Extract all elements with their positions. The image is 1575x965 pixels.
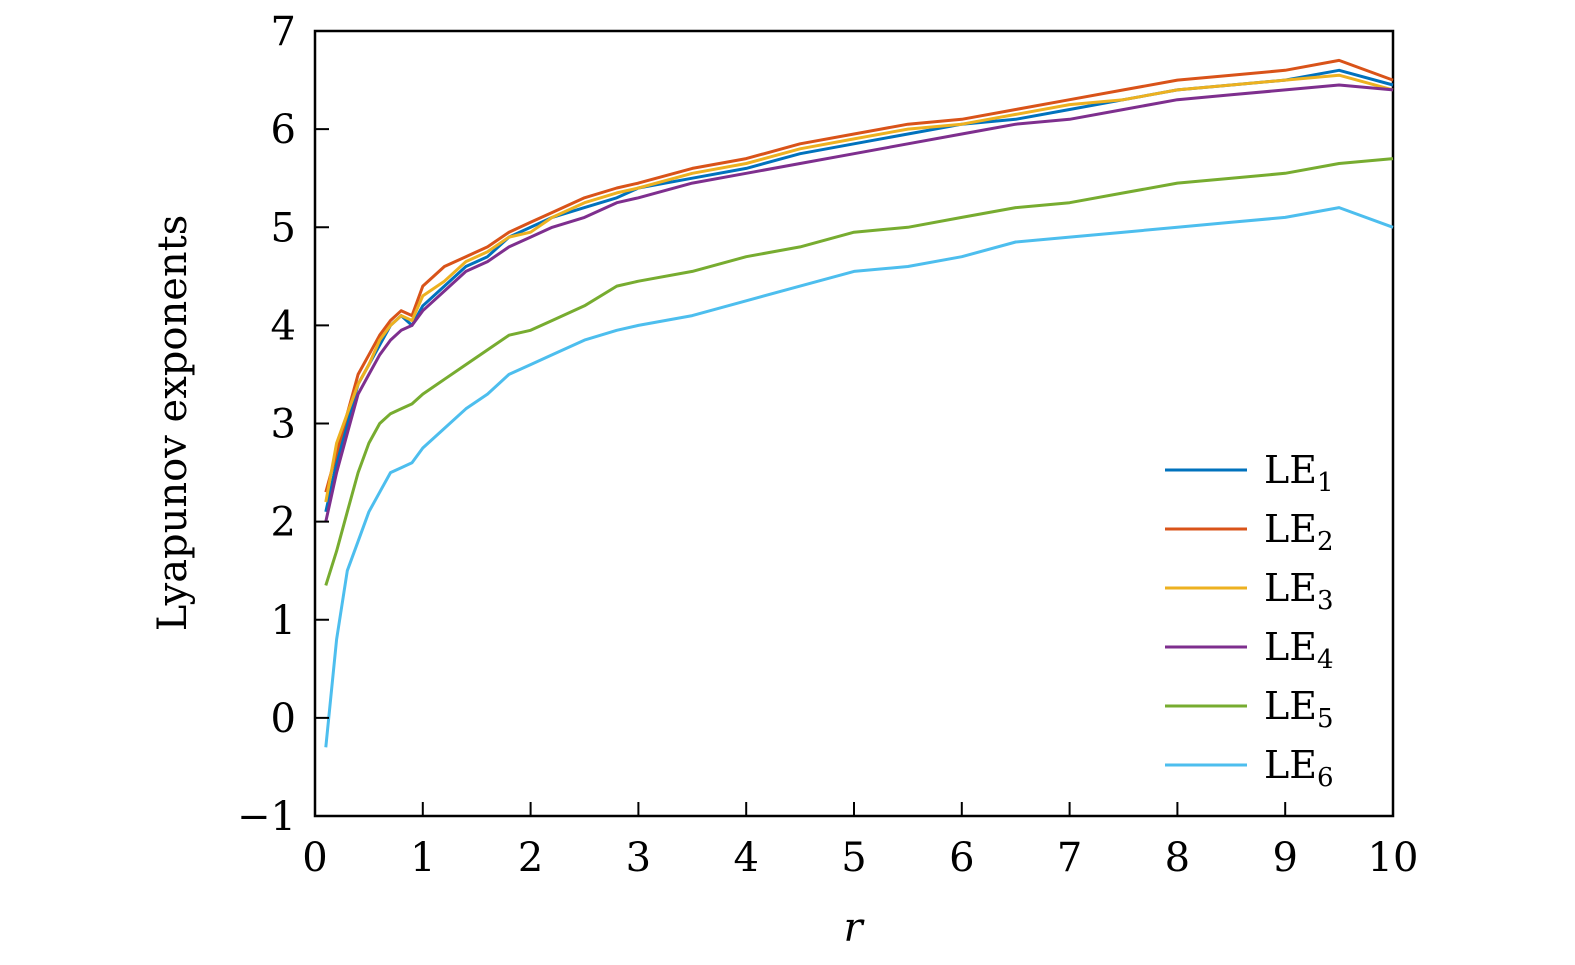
y-tick-label: 7 <box>271 9 296 55</box>
y-tick-label: 1 <box>271 598 296 644</box>
series-line-le1 <box>324 68 1394 513</box>
x-tick-label: 6 <box>949 835 974 881</box>
x-tick-label: 8 <box>1165 835 1190 881</box>
series-line-le4 <box>324 83 1394 522</box>
x-axis-label: r <box>843 905 865 951</box>
y-tick-label: 3 <box>271 402 296 448</box>
y-axis-label: Lyapunov exponents <box>150 215 196 632</box>
x-tick-label: 5 <box>841 835 866 881</box>
y-tick-label: 5 <box>271 205 296 251</box>
series-line-le6 <box>324 206 1394 748</box>
series-line-le2 <box>324 58 1394 493</box>
plot-area <box>313 29 1395 818</box>
x-tick-label: 3 <box>626 835 651 881</box>
legend-label-le5: LE5 <box>1264 684 1334 734</box>
x-tick-label: 10 <box>1368 835 1419 881</box>
y-tick-label: −1 <box>237 794 296 840</box>
legend-label-le1: LE1 <box>1264 448 1334 498</box>
x-tick-label: 9 <box>1272 835 1297 881</box>
legend-label-le3: LE3 <box>1264 566 1334 616</box>
legend-label-le4: LE4 <box>1264 625 1334 675</box>
series-layer <box>324 58 1394 748</box>
y-tick-label: 4 <box>271 303 296 349</box>
legend: LE1 LE2 LE3 LE4 LE5 LE6 <box>1165 448 1334 793</box>
legend-label-le6: LE6 <box>1264 743 1334 793</box>
series-line-le3 <box>324 73 1394 503</box>
y-tick-label: 0 <box>271 696 296 742</box>
x-tick-label: 2 <box>518 835 543 881</box>
x-tick-label: 1 <box>410 835 435 881</box>
y-tick-label: 2 <box>271 500 296 546</box>
plot-frame <box>313 29 1395 818</box>
legend-label-le2: LE2 <box>1264 507 1334 557</box>
x-tick-label: 7 <box>1057 835 1082 881</box>
x-tick-label: 4 <box>733 835 758 881</box>
y-tick-label: 6 <box>271 107 296 153</box>
x-tick-label: 0 <box>302 835 327 881</box>
series-line-le5 <box>324 157 1394 586</box>
